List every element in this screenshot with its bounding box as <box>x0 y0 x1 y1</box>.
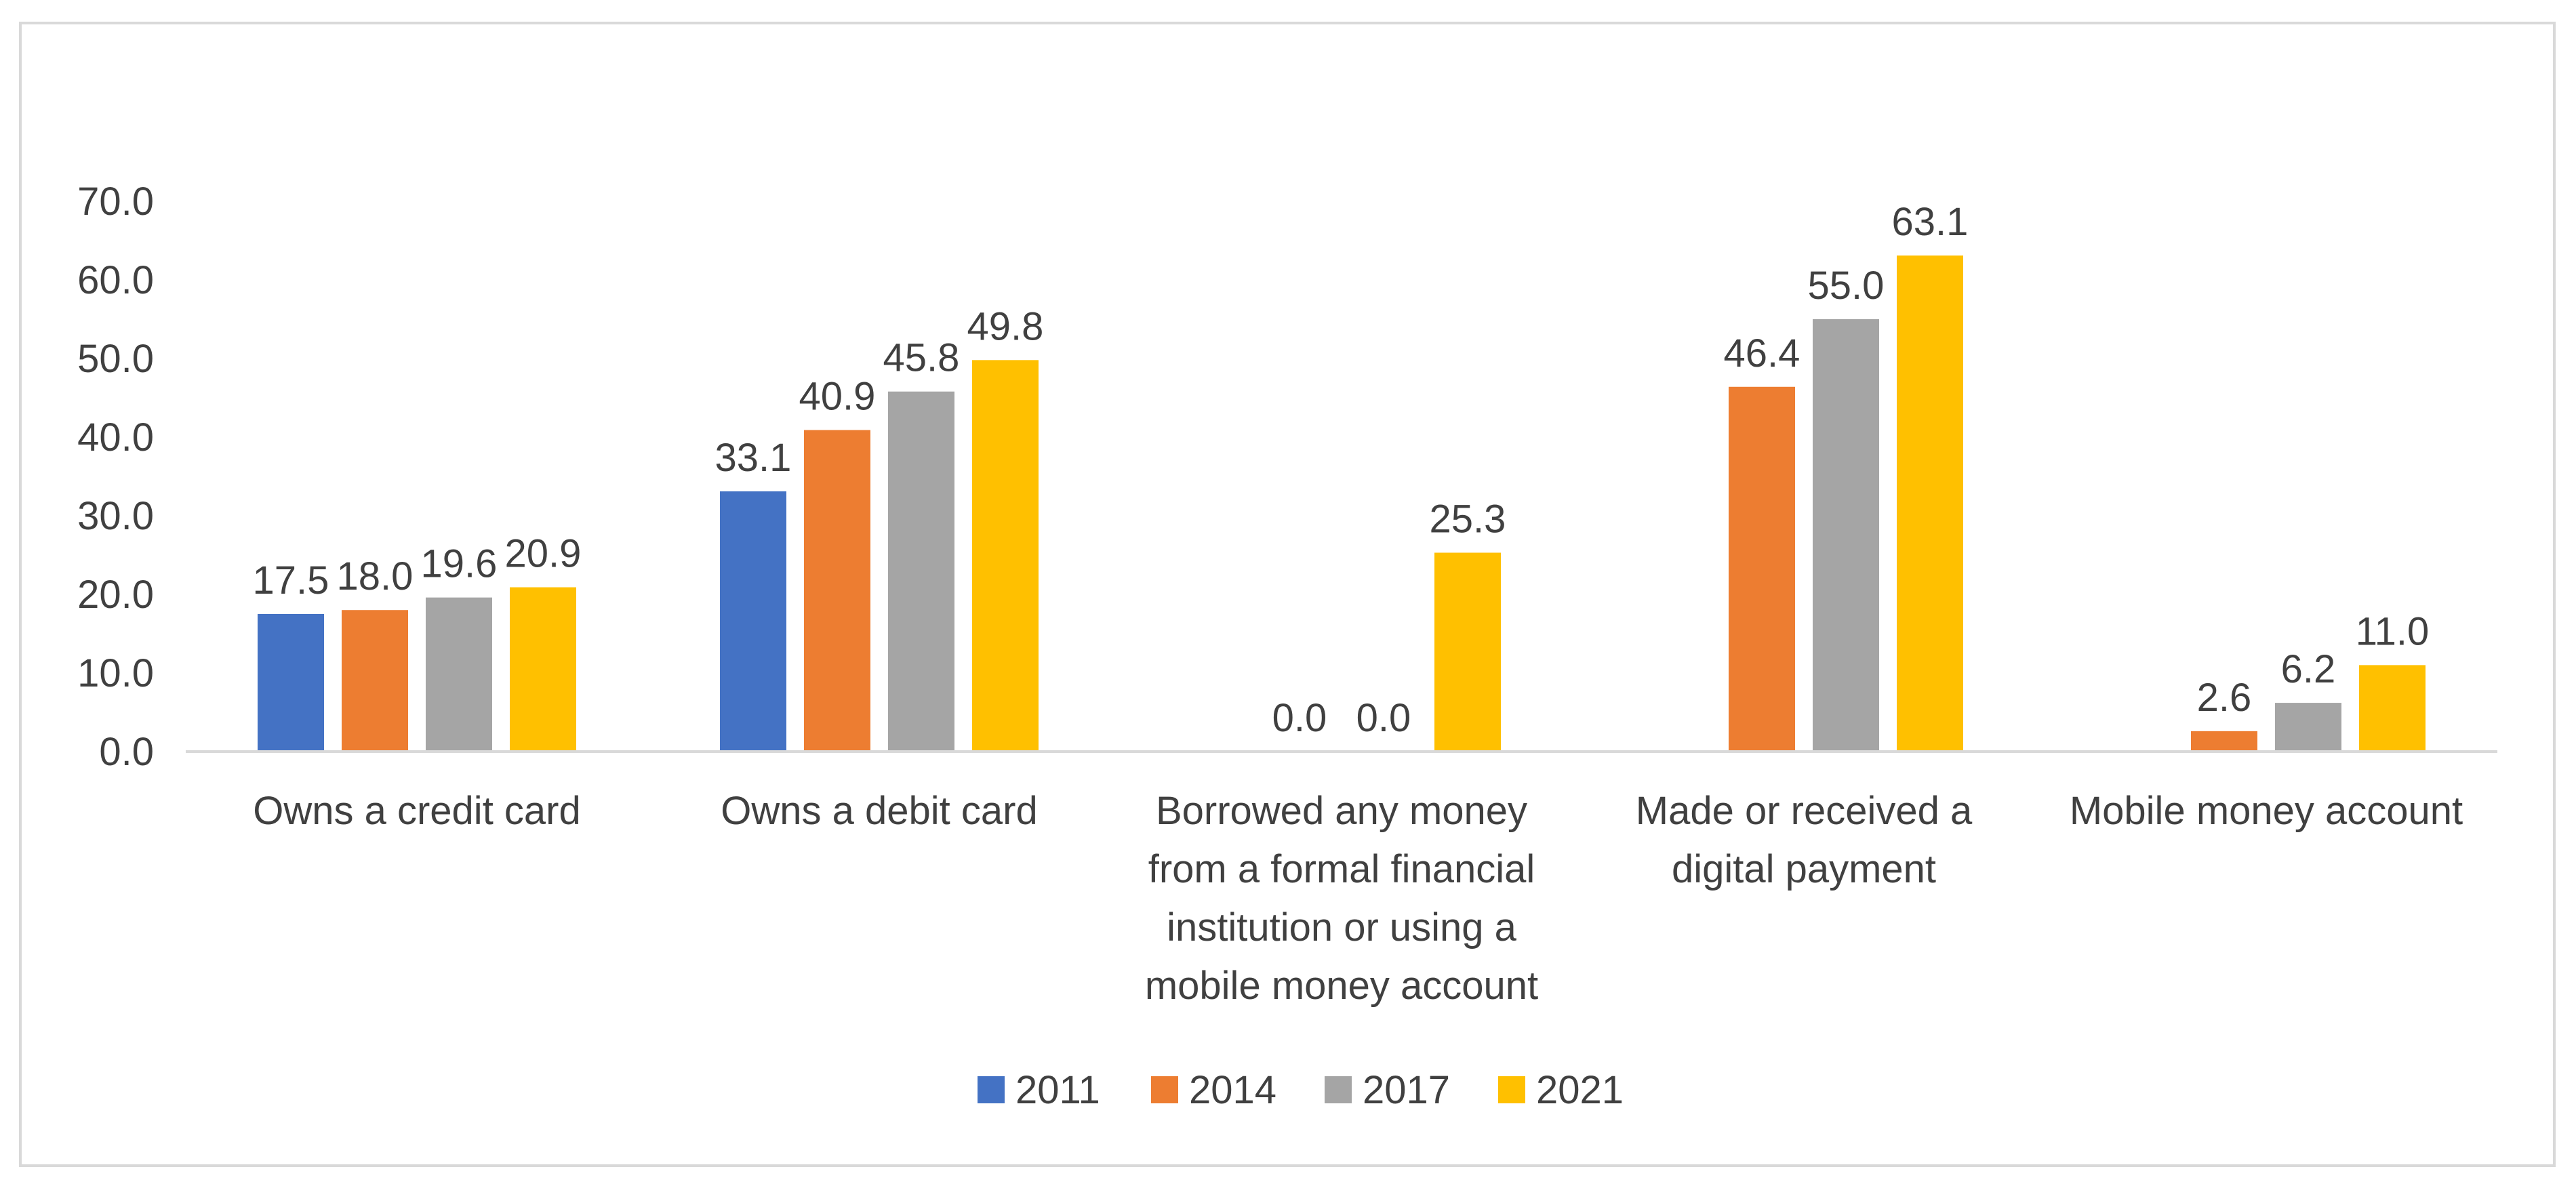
y-tick-label: 60.0 <box>77 258 154 302</box>
bar-2021-cat-3 <box>1897 255 1963 752</box>
bar-2014-cat-3 <box>1729 386 1795 752</box>
category-label-line: institution or using a <box>1167 905 1517 949</box>
data-label: 46.4 <box>1724 331 1800 375</box>
bar-series <box>258 255 2426 752</box>
data-label: 17.5 <box>253 558 329 602</box>
bar-2021-cat-2 <box>1434 552 1501 752</box>
legend-label: 2021 <box>1536 1068 1624 1112</box>
bar-2011-cat-1 <box>720 491 786 752</box>
data-label: 63.1 <box>1892 200 1969 244</box>
y-tick-label: 40.0 <box>77 415 154 459</box>
bar-2017-cat-1 <box>888 391 954 752</box>
data-label: 55.0 <box>1808 264 1885 308</box>
category-label-line: from a formal financial <box>1148 847 1535 891</box>
category-label-line: Owns a debit card <box>721 789 1037 833</box>
category-label: Made or received a digital payment <box>1636 789 1973 891</box>
chart-frame: 0.0 10.0 20.0 30.0 40.0 50.0 60.0 70.0 17.5 18.0… <box>19 22 2556 1167</box>
legend-swatch-2011 <box>978 1076 1005 1103</box>
data-label: 40.9 <box>799 375 876 419</box>
bar-2014-cat-0 <box>342 610 408 752</box>
category-label: Mobile money account <box>2070 789 2463 833</box>
bar-2014-cat-4 <box>2191 731 2257 752</box>
category-label-line: Mobile money account <box>2070 789 2463 833</box>
y-tick-label: 30.0 <box>77 494 154 538</box>
bar-2021-cat-0 <box>510 587 576 752</box>
y-tick-label: 20.0 <box>77 573 154 617</box>
category-label-line: Owns a credit card <box>253 789 581 833</box>
y-tick-label: 70.0 <box>77 180 154 224</box>
category-label: Borrowed any money from a formal financia… <box>1145 789 1538 1008</box>
legend: 2011 2014 2017 2021 <box>978 1068 1624 1112</box>
data-label: 25.3 <box>1430 497 1506 541</box>
data-label: 0.0 <box>1272 696 1327 740</box>
bar-2017-cat-4 <box>2275 703 2341 752</box>
legend-swatch-2017 <box>1325 1076 1352 1103</box>
data-label: 45.8 <box>883 336 960 380</box>
data-label: 20.9 <box>505 532 582 576</box>
bar-2021-cat-4 <box>2359 665 2426 752</box>
category-label-line: mobile money account <box>1145 964 1538 1008</box>
category-label-line: digital payment <box>1672 847 1936 891</box>
data-labels: 17.5 18.0 19.6 20.9 33.140.945.849.8 0.0 0.0 25… <box>253 200 2430 740</box>
data-label: 49.8 <box>967 304 1044 348</box>
y-tick-label: 10.0 <box>77 651 154 695</box>
bar-2014-cat-1 <box>804 430 870 752</box>
legend-swatch-2021 <box>1498 1076 1525 1103</box>
bar-2017-cat-0 <box>426 597 492 752</box>
category-labels: Owns a credit card Owns a debit card Borro… <box>253 789 2463 1008</box>
data-label: 0.0 <box>1356 696 1411 740</box>
data-label: 2.6 <box>2197 676 2252 720</box>
legend-swatch-2014 <box>1151 1076 1178 1103</box>
data-label: 19.6 <box>421 542 498 586</box>
data-label: 6.2 <box>2281 647 2336 691</box>
bar-chart: 0.0 10.0 20.0 30.0 40.0 50.0 60.0 70.0 17.5 18.0… <box>77 180 2497 1112</box>
data-label: 33.1 <box>715 436 792 480</box>
category-label: Owns a debit card <box>721 789 1037 833</box>
y-tick-label: 0.0 <box>99 730 154 774</box>
y-tick-label: 50.0 <box>77 337 154 381</box>
category-label: Owns a credit card <box>253 789 581 833</box>
category-label-line: Borrowed any money <box>1156 789 1527 833</box>
data-label: 11.0 <box>2356 609 2430 653</box>
legend-label: 2011 <box>1015 1068 1100 1112</box>
y-axis-ticks: 0.0 10.0 20.0 30.0 40.0 50.0 60.0 70.0 <box>77 180 154 774</box>
bar-2011-cat-0 <box>258 614 324 752</box>
data-label: 18.0 <box>337 554 414 598</box>
bar-2017-cat-3 <box>1813 319 1879 752</box>
bar-2021-cat-1 <box>972 360 1039 752</box>
legend-label: 2014 <box>1189 1068 1276 1112</box>
legend-label: 2017 <box>1363 1068 1450 1112</box>
category-label-line: Made or received a <box>1636 789 1973 833</box>
